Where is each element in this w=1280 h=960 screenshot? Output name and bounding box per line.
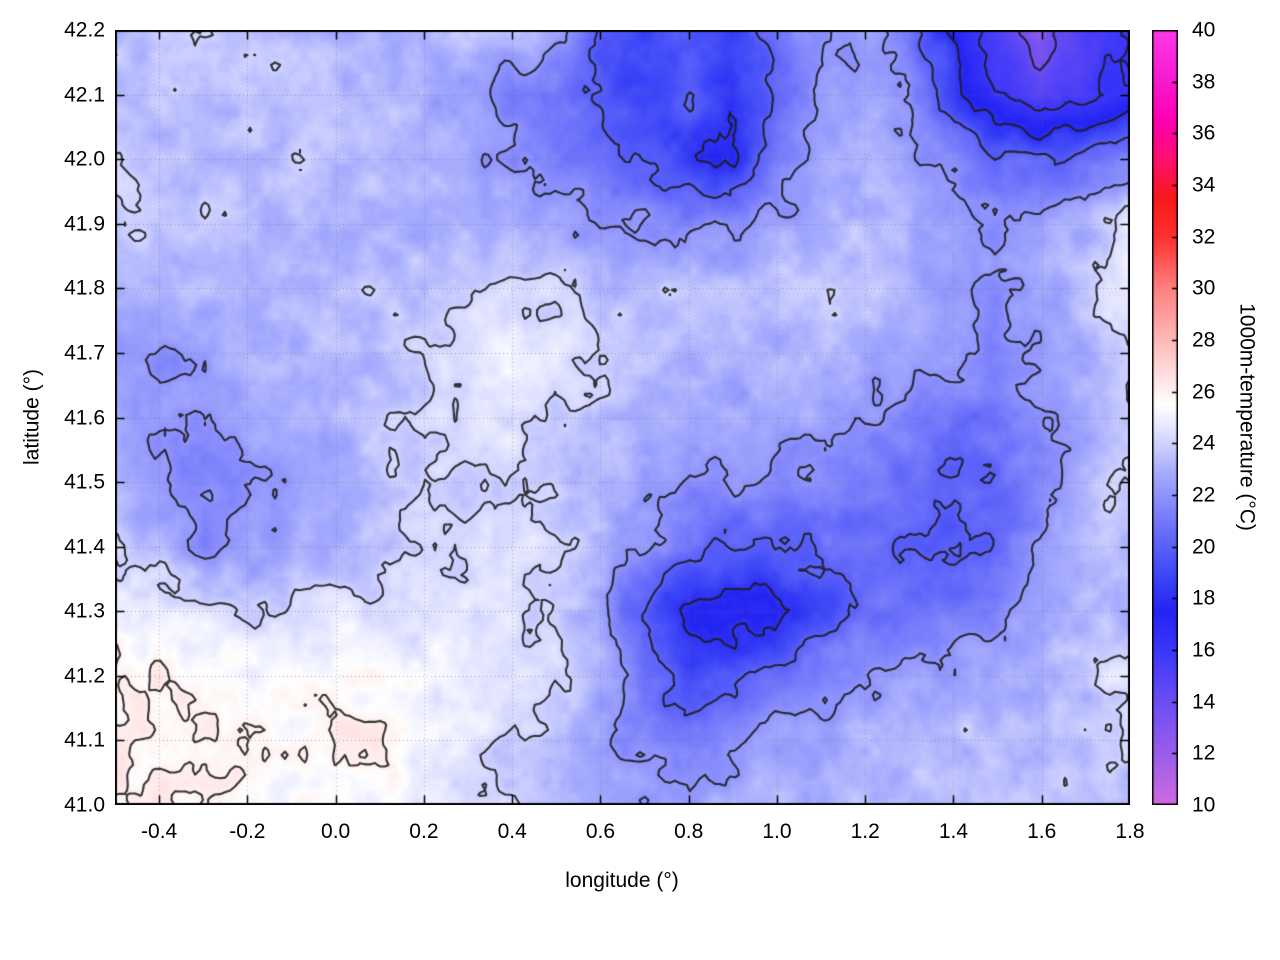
colorbar-tick-label: 28: [1192, 328, 1216, 352]
colorbar-tick-label: 36: [1192, 121, 1216, 145]
colorbar-tick-label: 22: [1192, 483, 1216, 507]
y-tick-label: 41.1: [64, 728, 105, 752]
colorbar-tick-label: 12: [1192, 741, 1216, 765]
x-tick-label: 0.8: [674, 820, 704, 843]
colorbar-tick-label: 20: [1192, 535, 1216, 559]
y-tick-label: 41.9: [64, 212, 105, 236]
y-tick-label: 42.0: [64, 147, 105, 171]
colorbar-tick-label: 10: [1192, 793, 1216, 817]
y-tick-label: 42.2: [64, 18, 105, 42]
colorbar-tick-label: 40: [1192, 18, 1216, 42]
colorbar-tick-label: 18: [1192, 586, 1216, 610]
x-tick-label: 0.0: [321, 820, 351, 843]
y-tick-label: 41.4: [64, 535, 105, 559]
x-tick-label: 1.0: [762, 820, 792, 843]
y-tick-label: 41.8: [64, 276, 105, 300]
x-tick-label: 1.6: [1027, 820, 1057, 843]
colorbar-label: 1000m-temperature (°C): [1235, 303, 1259, 531]
x-tick-label: 1.2: [850, 820, 880, 843]
colorbar-tick-label: 34: [1192, 173, 1216, 197]
colorbar-tick-label: 32: [1192, 225, 1216, 249]
colorbar-tick-label: 24: [1192, 431, 1216, 455]
colorbar-canvas: [1152, 30, 1178, 805]
x-axis-label: longitude (°): [565, 869, 679, 892]
x-tick-label: 0.6: [585, 820, 616, 843]
y-tick-label: 42.1: [64, 83, 105, 107]
x-tick-label: 0.4: [497, 820, 527, 843]
x-tick-label: 1.8: [1115, 820, 1145, 843]
colorbar-tick-label: 26: [1192, 380, 1216, 404]
y-tick-label: 41.2: [64, 664, 105, 688]
y-tick-label: 41.5: [64, 470, 105, 494]
x-tick-label: -0.4: [141, 820, 178, 843]
x-tick-label: 0.2: [409, 820, 439, 843]
y-tick-label: 41.7: [64, 341, 105, 365]
y-axis-label: latitude (°): [20, 369, 44, 465]
colorbar-tick-label: 16: [1192, 638, 1216, 662]
colorbar-tick-label: 30: [1192, 276, 1216, 300]
y-tick-label: 41.6: [64, 406, 105, 429]
y-tick-label: 41.3: [64, 599, 105, 623]
colorbar-tick-label: 14: [1192, 690, 1216, 714]
heatmap-canvas: [115, 30, 1130, 805]
y-tick-label: 41.0: [64, 793, 105, 817]
colorbar-tick-label: 38: [1192, 70, 1216, 94]
x-tick-label: -0.2: [229, 820, 266, 843]
x-tick-label: 1.4: [938, 820, 969, 843]
